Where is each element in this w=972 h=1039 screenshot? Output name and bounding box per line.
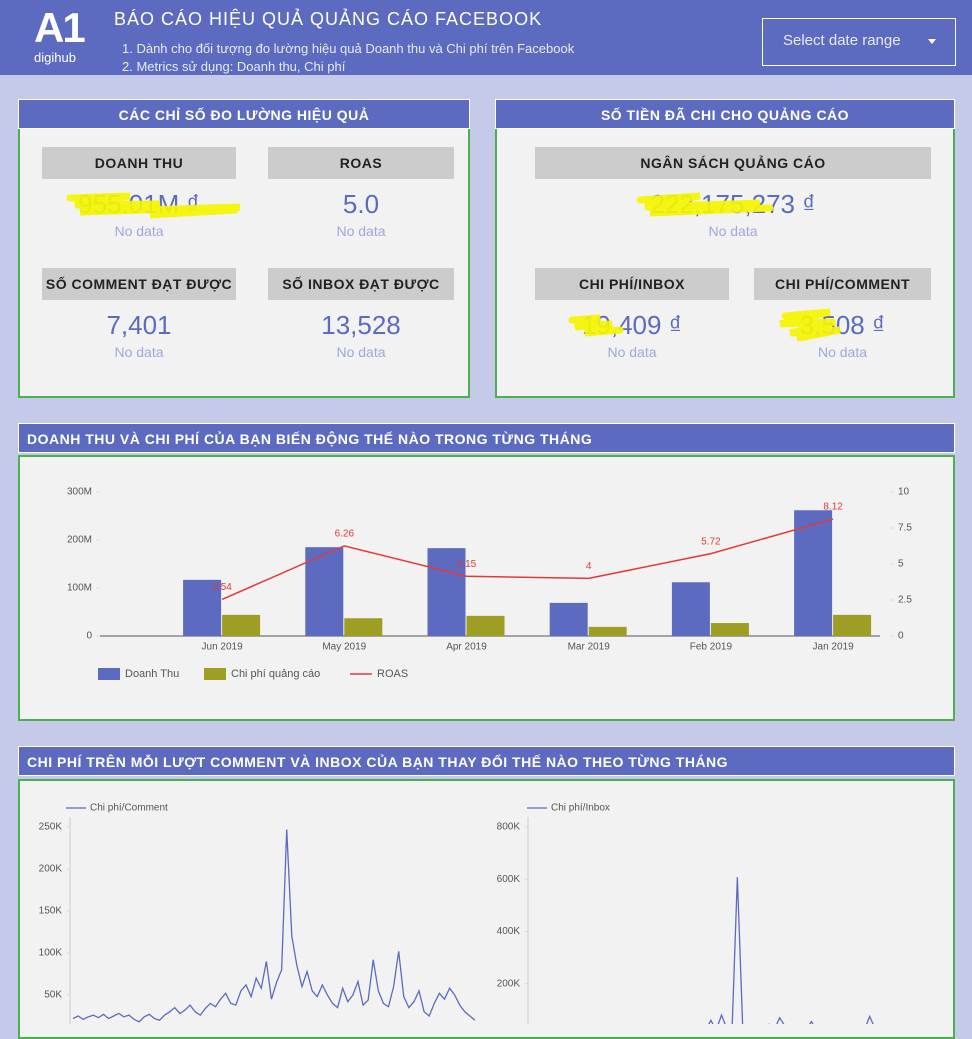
x-tick-label: Jun 2019 [202,642,244,653]
subtitle: 1. Dành cho đối tượng đo lường hiệu quả … [122,40,602,76]
tick-label: 250K [39,822,63,833]
tick-label: 300M [67,487,92,498]
dropdown-caret[interactable] [928,39,936,44]
x-tick-label: May 2019 [322,642,366,653]
date-picker[interactable]: Select date range [762,18,956,66]
scorecard-value: 13,528 [321,310,401,340]
scribble [568,314,624,337]
report-title: BÁO CÁO HIỆU QUẢ QUẢNG CÁO FACEBOOK [114,9,543,29]
bar [305,547,344,636]
tick-label: 200M [67,535,92,546]
tick-label: 2.5 [898,595,912,606]
line [708,877,874,1024]
bar [833,614,872,636]
tick-label: 200K [497,978,521,989]
tick-label: 0 [898,631,904,642]
scorecard-label: SỐ COMMENT ĐẠT ĐƯỢC [42,268,236,300]
subtitle-line: 2. Metrics sử dụng: Doanh thu, Chi phí [122,59,346,74]
legend-swatch [98,668,120,680]
x-tick-label: Apr 2019 [446,642,487,653]
scorecard-note: No data [817,344,868,360]
logo-sub: digihub [34,50,76,65]
data-label: 4 [586,561,592,572]
data-label: 4.15 [457,559,477,570]
section-title: DOANH THU VÀ CHI PHÍ CỦA BẠN BIẾN ĐỘNG T… [18,423,955,453]
data-label: 2.54 [212,582,232,593]
tick-label: 100K [39,948,63,959]
tick-label: 10 [898,487,910,498]
header [0,0,972,75]
bar [222,614,261,636]
bar [183,579,222,636]
chart-panel [18,779,955,1039]
tick-label: 400K [497,926,521,937]
tick-label: 150K [39,906,63,917]
panel-title: SỐ TIỀN ĐÃ CHI CHO QUẢNG CÁO [495,99,955,129]
scribble [636,192,774,217]
scorecard-label: CHI PHÍ/INBOX [535,268,729,300]
scorecard-label: SỐ INBOX ĐẠT ĐƯỢC [268,268,454,300]
bar [671,582,710,636]
x-tick-label: Feb 2019 [690,642,733,653]
bar [549,602,588,636]
logo: A1 [34,4,86,51]
scorecard-note: No data [708,223,758,239]
tick-label: 50K [44,990,62,1001]
data-label: 6.26 [335,528,355,539]
scorecard-label: ROAS [268,147,454,179]
x-tick-label: Mar 2019 [568,642,611,653]
subtitle-line: 1. Dành cho đối tượng đo lường hiệu quả … [122,41,575,56]
bar [588,626,627,636]
legend-label: Chi phí/Comment [90,803,168,814]
legend-label: Chi phí/Inbox [551,803,610,814]
scorecard-value: 7,401 [106,310,172,340]
section-title: CHI PHÍ TRÊN MỖI LƯỢT COMMENT VÀ INBOX C… [18,746,955,776]
scorecard-label: NGÂN SÁCH QUẢNG CÁO [535,147,931,179]
bar [427,548,466,636]
scorecard-note: No data [114,344,164,360]
scribble [779,308,841,342]
bar [344,618,383,636]
scorecard-note: No data [607,344,657,360]
bar [794,510,833,636]
legend-label: Doanh Thu [125,668,179,680]
legend-swatch [204,668,226,680]
legend-label: ROAS [377,668,408,680]
panel-title: CÁC CHỈ SỐ ĐO LƯỜNG HIỆU QUẢ [18,99,470,129]
chart-layer: 0 100M 200M 300M 0 2.5 5 7.5 10 Jun 2019 May 2019 A… [39,487,912,1024]
tick-label: 200K [39,864,63,875]
tick-label: 100M [67,583,92,594]
data-label: 5.72 [701,536,721,547]
scorecard-note: No data [114,223,164,239]
bar [710,623,749,636]
scorecard-note: No data [336,223,386,239]
scorecard-value: 5.0 [342,189,380,219]
data-label: 8.12 [823,502,843,513]
tick-label: 5 [898,559,904,570]
scorecard-note: No data [336,344,386,360]
x-tick-label: Jan 2019 [813,642,855,653]
line [221,518,834,601]
scribble [66,192,241,219]
line [72,829,476,1023]
bar [466,615,505,636]
tick-label: 0 [86,631,92,642]
legend-label: Chi phí quảng cáo [231,668,320,680]
scorecard-label: CHI PHÍ/COMMENT [754,268,931,300]
scorecard-label: DOANH THU [42,147,236,179]
tick-label: 7.5 [898,523,912,534]
tick-label: 800K [497,822,521,833]
redaction [66,192,841,342]
tick-label: 600K [497,874,521,885]
